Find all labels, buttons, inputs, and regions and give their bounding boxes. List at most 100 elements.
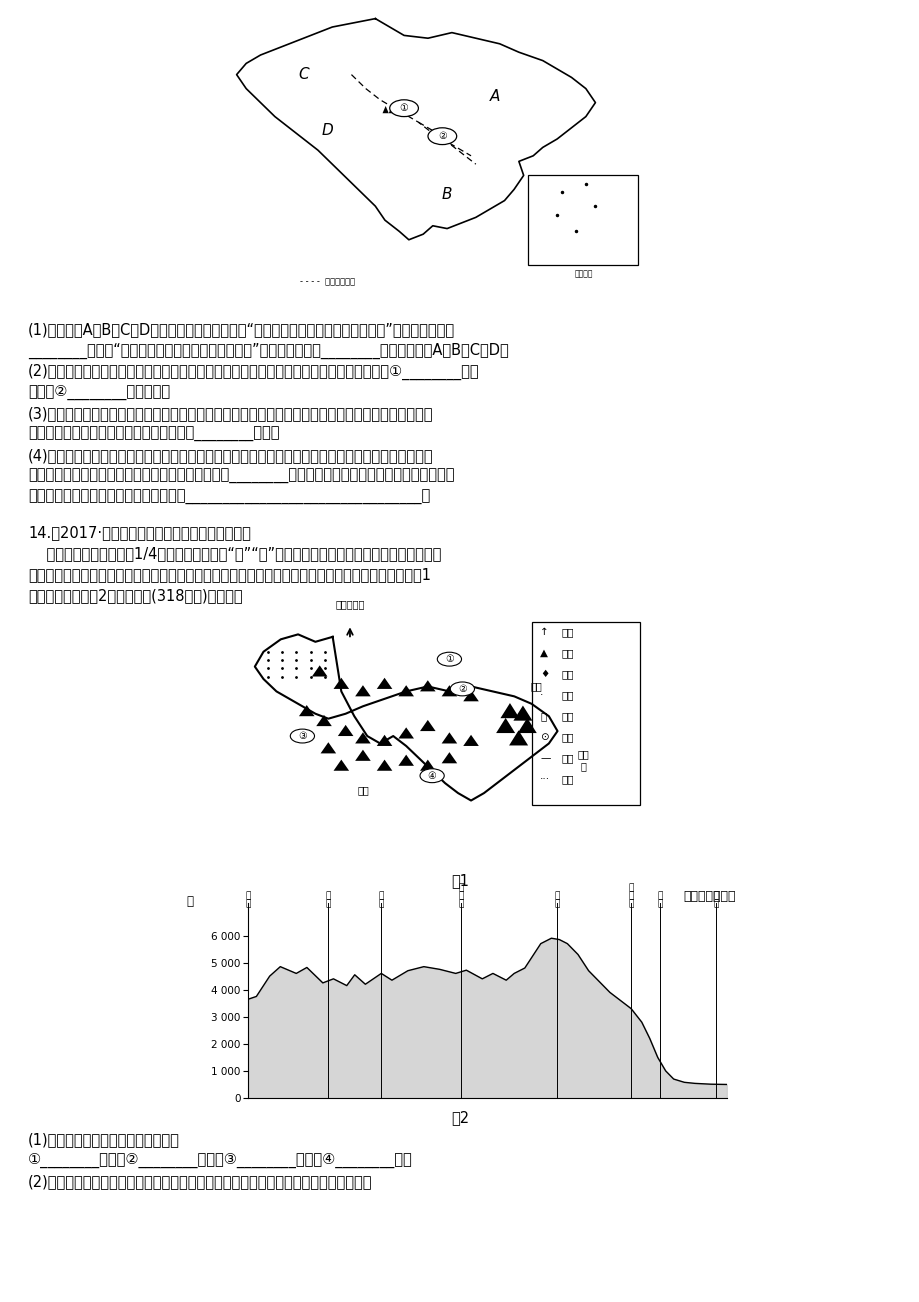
Text: ①________山脉，②________盆地，③________公路，④________江。: ①________山脉，②________盆地，③________公路，④___…	[28, 1154, 413, 1168]
Text: 拉萨: 拉萨	[357, 785, 369, 796]
Circle shape	[390, 100, 418, 117]
Polygon shape	[377, 734, 391, 746]
Text: 殊性，周丽同学一家需要携带的生活用品________________________________。: 殊性，周丽同学一家需要携带的生活用品______________________…	[28, 490, 430, 505]
Text: (2)山脉、河流等地理事物往往成为地理差异的界线。我国南方地区与北方地区地理分界线是①________（山: (2)山脉、河流等地理事物往往成为地理差异的界线。我国南方地区与北方地区地理分界…	[28, 365, 479, 380]
Text: 森林: 森林	[562, 648, 573, 658]
Polygon shape	[500, 703, 519, 719]
Polygon shape	[508, 730, 528, 746]
Text: 山地: 山地	[562, 626, 573, 637]
Polygon shape	[401, 105, 407, 113]
Polygon shape	[398, 755, 414, 766]
Text: 是青藏地区图，图2是川藏南路(318国道)海拔图。: 是青藏地区图，图2是川藏南路(318国道)海拔图。	[28, 589, 243, 603]
Text: (4)合肥市某中学周丽同学准备今年中考结束后和家人一道前往青海湖进行为期两周的自驾游。周丽和家: (4)合肥市某中学周丽同学准备今年中考结束后和家人一道前往青海湖进行为期两周的自…	[28, 448, 433, 464]
Text: 豌豆等是本区的主要粮食作物。高原上独特的自然和人文环境，吸引着世界各地众多的旅游爱好者。图1: 豌豆等是本区的主要粮食作物。高原上独特的自然和人文环境，吸引着世界各地众多的旅游…	[28, 566, 430, 582]
Text: ①: ①	[445, 654, 453, 664]
Text: C: C	[298, 68, 309, 82]
Polygon shape	[441, 732, 457, 743]
Polygon shape	[316, 715, 332, 727]
Text: (1)写出图中序号代表的地理事物名称: (1)写出图中序号代表的地理事物名称	[28, 1131, 180, 1147]
Bar	[528, 176, 638, 264]
Text: (3)竹笋多分布于温暖湿润、地势相对较高的地区。清华大学颜教授经常说，竹笋是她家乡常见食材。颜: (3)竹笋多分布于温暖湿润、地势相对较高的地区。清华大学颜教授经常说，竹笋是她家…	[28, 406, 433, 421]
Text: ________地区；“雪山连绵入天际，时在七月遇高寒”描述的现象位于________地区。（填：A、B、C或D）: ________地区；“雪山连绵入天际，时在七月遇高寒”描述的现象位于_____…	[28, 342, 508, 359]
Text: 成
都: 成 都	[713, 892, 718, 909]
Text: 雅
安: 雅 安	[657, 892, 663, 909]
Polygon shape	[312, 665, 327, 677]
Text: 河流: 河流	[562, 711, 573, 721]
Text: 怒
江
山: 怒 江 山	[458, 884, 463, 909]
Polygon shape	[337, 725, 353, 736]
Polygon shape	[513, 706, 532, 721]
Text: ②: ②	[437, 132, 447, 141]
Title: 川藏南路海拔图: 川藏南路海拔图	[683, 891, 735, 904]
Text: 青藏地区面积占全国的1/4，人口仅占１％。“高”“寒”是本区的主要自然环境特征。青稞、小麦、: 青藏地区面积占全国的1/4，人口仅占１％。“高”“寒”是本区的主要自然环境特征。…	[28, 546, 441, 561]
Polygon shape	[420, 759, 435, 771]
Text: 至成
都: 至成 都	[577, 749, 589, 771]
Text: D: D	[322, 124, 333, 138]
Text: 南海诸岛: 南海诸岛	[573, 270, 592, 279]
Text: 脉），②________（河流）。: 脉），②________（河流）。	[28, 385, 170, 400]
Polygon shape	[382, 105, 389, 113]
Text: ①: ①	[399, 103, 408, 113]
Circle shape	[449, 682, 474, 695]
Circle shape	[427, 128, 456, 145]
Polygon shape	[398, 685, 414, 697]
Polygon shape	[389, 105, 394, 113]
Polygon shape	[420, 720, 435, 732]
Text: A: A	[489, 90, 500, 104]
Text: ♦: ♦	[539, 669, 549, 680]
Polygon shape	[299, 706, 314, 716]
Text: 二
郎
山: 二 郎 山	[628, 884, 633, 909]
Text: 教授家乡最可能位于我国四大地理区域中的________地区。: 教授家乡最可能位于我国四大地理区域中的________地区。	[28, 427, 279, 443]
Text: 至乌鲁木齐: 至乌鲁木齐	[335, 599, 364, 609]
Text: ·: ·	[539, 690, 543, 700]
Text: 理
塘: 理 塘	[553, 892, 559, 909]
Text: B: B	[441, 187, 452, 203]
Text: 林
芝: 林 芝	[325, 892, 331, 909]
Polygon shape	[441, 685, 457, 697]
Text: ⊙: ⊙	[539, 732, 549, 742]
Polygon shape	[355, 732, 370, 743]
Text: (1)图中字母A、B、C、D表示地理分区，其中诗句“烈日炎炎水难觅，平沙万里无人烟”描述的现象位于: (1)图中字母A、B、C、D表示地理分区，其中诗句“烈日炎炎水难觅，平沙万里无人…	[28, 322, 455, 337]
Text: 荒漠: 荒漠	[562, 690, 573, 700]
Text: ④: ④	[427, 771, 436, 781]
Text: 米: 米	[187, 896, 193, 909]
Polygon shape	[517, 717, 536, 733]
Text: (2)该地区种植的青稞、小麦穗大粒饱，单位面积产量较高。请你说出气候方面的原因。: (2)该地区种植的青稞、小麦穗大粒饱，单位面积产量较高。请你说出气候方面的原因。	[28, 1174, 372, 1189]
Text: 图2: 图2	[450, 1111, 469, 1125]
Polygon shape	[495, 717, 515, 733]
Polygon shape	[441, 753, 457, 763]
Text: 公路: 公路	[562, 775, 573, 784]
Polygon shape	[398, 728, 414, 738]
Text: 图1: 图1	[450, 874, 469, 888]
Polygon shape	[334, 678, 348, 689]
Circle shape	[437, 652, 461, 667]
Bar	[531, 622, 639, 806]
Polygon shape	[407, 105, 414, 113]
Text: ···: ···	[539, 775, 550, 784]
Circle shape	[290, 729, 314, 743]
Text: ↑: ↑	[539, 626, 549, 637]
Text: ③: ③	[298, 730, 306, 741]
Polygon shape	[334, 759, 348, 771]
Polygon shape	[394, 105, 401, 113]
Polygon shape	[377, 759, 391, 771]
Text: ～: ～	[539, 711, 546, 721]
Text: 14.（2017·潍坊中考）阅读下列材料，回答问题。: 14.（2017·潍坊中考）阅读下列材料，回答问题。	[28, 525, 251, 540]
Circle shape	[420, 768, 444, 783]
Polygon shape	[463, 690, 478, 702]
Polygon shape	[377, 678, 391, 689]
Polygon shape	[420, 680, 435, 691]
Text: ▲: ▲	[539, 648, 548, 658]
Polygon shape	[320, 742, 335, 754]
Text: 铁路: 铁路	[562, 754, 573, 763]
Polygon shape	[355, 685, 370, 697]
Text: ②: ②	[458, 684, 466, 694]
Polygon shape	[355, 750, 370, 760]
Text: 城市: 城市	[562, 732, 573, 742]
Text: 西宁: 西宁	[529, 681, 541, 691]
Text: 波
密: 波 密	[379, 892, 383, 909]
Text: —: —	[539, 754, 550, 763]
Polygon shape	[463, 734, 478, 746]
Text: 草地: 草地	[562, 669, 573, 680]
Text: - - - -  地理分区界线: - - - - 地理分区界线	[300, 277, 355, 286]
